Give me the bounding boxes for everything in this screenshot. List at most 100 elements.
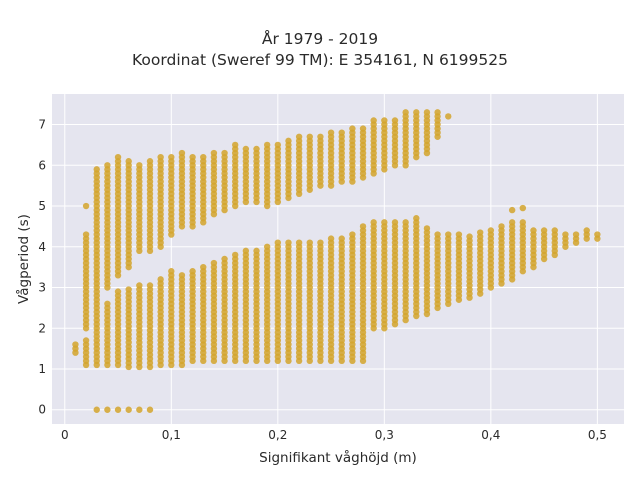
data-point xyxy=(434,231,441,238)
data-point xyxy=(253,247,260,255)
data-point xyxy=(423,225,431,232)
data-point xyxy=(349,231,356,238)
data-point xyxy=(104,162,111,169)
x-tick-label: 0 xyxy=(61,428,69,442)
data-point xyxy=(402,109,409,116)
data-point xyxy=(274,141,282,149)
data-point xyxy=(168,153,175,161)
data-point xyxy=(359,125,367,132)
y-axis-ticks: 0 1 2 3 4 5 6 7 xyxy=(38,118,46,417)
data-point xyxy=(114,406,122,413)
data-point xyxy=(125,406,132,413)
data-point xyxy=(232,251,239,259)
chart-title-line2: Koordinat (Sweref 99 TM): E 354161, N 61… xyxy=(132,51,508,69)
data-point xyxy=(519,219,527,226)
data-point xyxy=(370,219,377,226)
data-point xyxy=(572,231,580,238)
data-point xyxy=(285,137,292,145)
x-tick-label: 0,1 xyxy=(162,428,181,442)
data-point xyxy=(136,162,143,169)
x-tick-label: 0,2 xyxy=(268,428,287,442)
x-axis-label: Signifikant våghöjd (m) xyxy=(259,449,417,466)
data-point xyxy=(125,286,132,293)
data-point xyxy=(136,282,143,289)
data-point xyxy=(381,117,388,124)
data-point xyxy=(104,406,111,413)
data-point xyxy=(93,406,100,413)
y-tick-label: 0 xyxy=(38,403,46,417)
data-point xyxy=(317,239,324,246)
data-point xyxy=(263,141,271,149)
y-tick-label: 6 xyxy=(38,158,46,172)
data-point xyxy=(232,141,239,149)
x-tick-label: 0,4 xyxy=(481,428,500,442)
data-point xyxy=(157,276,164,283)
data-point xyxy=(583,227,590,234)
data-point xyxy=(445,113,452,120)
data-point xyxy=(285,239,292,246)
x-tick-label: 0,3 xyxy=(375,428,394,442)
y-tick-label: 1 xyxy=(38,362,46,376)
data-point xyxy=(306,133,313,140)
data-point xyxy=(263,243,271,250)
data-point xyxy=(295,133,303,140)
data-point xyxy=(455,231,463,238)
data-point xyxy=(178,149,186,157)
data-point xyxy=(327,235,335,242)
data-point xyxy=(189,268,196,275)
data-point xyxy=(498,223,505,230)
data-point xyxy=(146,282,154,289)
data-point xyxy=(487,227,495,234)
data-point xyxy=(82,231,90,238)
data-point xyxy=(200,263,207,271)
data-point xyxy=(253,145,260,153)
data-point xyxy=(530,227,537,234)
data-point xyxy=(381,219,388,226)
data-point xyxy=(82,337,90,344)
data-point xyxy=(72,341,79,348)
data-point xyxy=(402,219,409,226)
data-point xyxy=(391,117,399,124)
data-point xyxy=(221,255,228,263)
data-point xyxy=(125,158,132,165)
data-point xyxy=(114,288,122,295)
x-axis-ticks: 0 0,1 0,2 0,3 0,4 0,5 xyxy=(61,428,607,442)
data-point xyxy=(349,125,356,132)
y-tick-label: 5 xyxy=(38,199,46,213)
data-point xyxy=(434,109,441,116)
data-point xyxy=(114,153,122,161)
data-point xyxy=(423,109,431,116)
y-tick-label: 3 xyxy=(38,281,46,295)
data-point xyxy=(370,117,377,124)
data-point xyxy=(242,145,250,153)
data-point xyxy=(168,268,175,275)
data-point xyxy=(146,406,154,413)
plot-area xyxy=(52,94,624,424)
data-point xyxy=(189,153,196,161)
data-point xyxy=(540,227,548,234)
data-point xyxy=(562,231,569,238)
data-point xyxy=(477,229,484,236)
data-point xyxy=(508,219,516,226)
data-point xyxy=(551,227,558,234)
data-points xyxy=(72,109,601,413)
data-point xyxy=(306,239,313,246)
data-point xyxy=(338,129,345,136)
data-point xyxy=(466,233,473,240)
data-point xyxy=(210,259,218,267)
data-point xyxy=(413,215,420,222)
data-point xyxy=(594,231,601,238)
data-point xyxy=(104,300,111,308)
data-point xyxy=(391,219,399,226)
data-point xyxy=(327,129,335,136)
y-tick-label: 7 xyxy=(38,118,46,132)
data-point xyxy=(274,239,282,246)
data-point xyxy=(82,202,90,210)
chart-title-line1: År 1979 - 2019 xyxy=(261,30,379,48)
data-point xyxy=(93,166,100,173)
y-axis-label: Vågperiod (s) xyxy=(15,214,32,304)
data-point xyxy=(242,247,250,255)
data-point xyxy=(338,235,345,242)
